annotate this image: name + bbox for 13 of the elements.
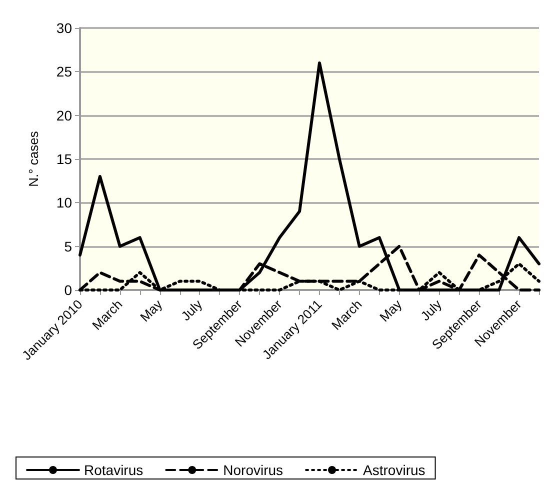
legend-label: Rotavirus: [84, 462, 144, 478]
legend-label: Astrovirus: [363, 462, 426, 478]
x-tick-label: May: [137, 296, 166, 325]
y-tick-label: 25: [56, 64, 72, 80]
x-tick-label: May: [376, 296, 405, 325]
y-tick-label: 30: [56, 20, 72, 36]
y-tick-label: 20: [56, 107, 72, 124]
y-tick-label: 10: [56, 194, 72, 211]
legend-label: Norovirus: [223, 462, 284, 478]
y-tick-label: 0: [64, 282, 72, 298]
y-tick-label: 5: [64, 238, 72, 254]
y-axis-title: N.° cases: [26, 130, 41, 187]
y-tick-label: 15: [56, 151, 72, 167]
